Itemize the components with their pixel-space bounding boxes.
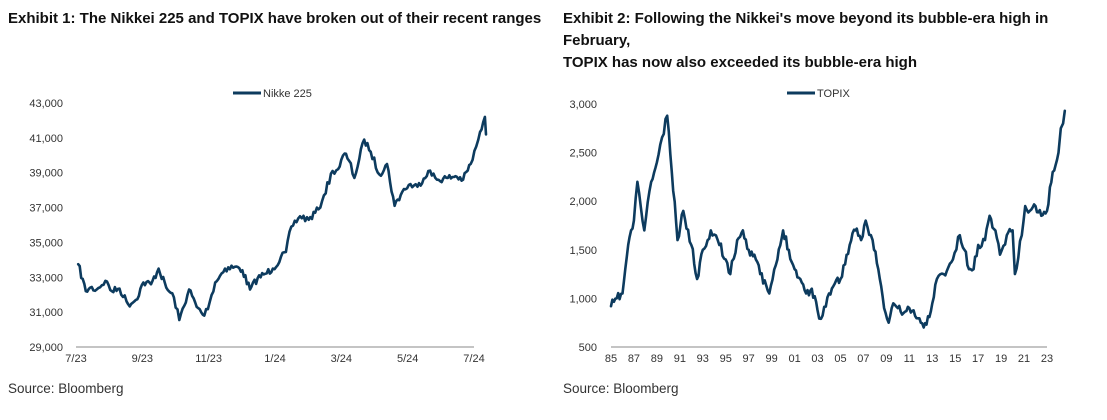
x-tick-label: 99 xyxy=(766,353,778,365)
x-tick-label: 7/24 xyxy=(463,353,484,365)
y-tick-label: 1,000 xyxy=(569,293,597,305)
x-tick-label: 97 xyxy=(743,353,755,365)
x-tick-label: 89 xyxy=(651,353,663,365)
x-tick-label: 15 xyxy=(949,353,961,365)
x-tick-label: 95 xyxy=(720,353,732,365)
x-tick-label: 91 xyxy=(674,353,686,365)
y-tick-label: 2,000 xyxy=(569,196,597,208)
x-tick-label: 9/23 xyxy=(132,353,153,365)
nikkei-225-chart: 29,000 31,000 33,000 35,000 37,000 39,000 41,0… xyxy=(29,88,488,365)
x-tick-label: 7/23 xyxy=(65,353,86,365)
exhibit-1-source: Source: Bloomberg xyxy=(8,381,124,396)
y-tick-label: 29,000 xyxy=(29,342,63,354)
x-tick-label: 01 xyxy=(788,353,800,365)
y-tick-label: 39,000 xyxy=(29,168,63,180)
x-tick-label: 11 xyxy=(904,353,915,365)
y-tick-label: 3,000 xyxy=(569,99,597,111)
topix-chart: 500 1,000 1,500 2,000 2,500 3,000 85 87 89 91 93 95… xyxy=(569,88,1067,365)
x-tick-label: 23 xyxy=(1041,353,1053,365)
legend-label: Nikke 225 xyxy=(263,88,312,100)
x-tick-label: 05 xyxy=(834,353,846,365)
y-tick-label: 35,000 xyxy=(29,237,63,249)
exhibit-2-title-line-2: TOPIX has now also exceeded its bubble-e… xyxy=(563,54,917,71)
x-tick-label: 13 xyxy=(926,353,938,365)
x-tick-label: 5/24 xyxy=(397,353,418,365)
x-tick-label: 03 xyxy=(811,353,823,365)
y-tick-label: 33,000 xyxy=(29,272,63,284)
x-tick-label: 85 xyxy=(605,353,617,365)
y-tick-label: 41,000 xyxy=(29,133,63,145)
x-tick-label: 93 xyxy=(697,353,709,365)
y-tick-label: 37,000 xyxy=(29,203,63,215)
legend-label: TOPIX xyxy=(817,88,850,100)
exhibit-2-source: Source: Bloomberg xyxy=(563,381,679,396)
x-tick-label: 1/24 xyxy=(264,353,285,365)
x-tick-label: 87 xyxy=(628,353,640,365)
series-line-topix xyxy=(609,109,1067,329)
x-tick-label: 21 xyxy=(1018,353,1030,365)
x-tick-label: 09 xyxy=(880,353,892,365)
y-tick-label: 500 xyxy=(579,342,597,354)
series-line-nikke-225 xyxy=(76,115,488,322)
exhibit-1-title: Exhibit 1: The Nikkei 225 and TOPIX have… xyxy=(8,10,542,27)
x-tick-label: 3/24 xyxy=(331,353,352,365)
x-tick-label: 19 xyxy=(995,353,1007,365)
x-tick-label: 07 xyxy=(857,353,869,365)
y-tick-label: 1,500 xyxy=(569,245,597,257)
y-tick-label: 2,500 xyxy=(569,148,597,160)
y-tick-label: 31,000 xyxy=(29,307,63,319)
exhibit-2-title: Exhibit 2: Following the Nikkei's move b… xyxy=(563,8,1107,74)
exhibit-2-panel: Exhibit 2: Following the Nikkei's move b… xyxy=(555,0,1107,420)
x-tick-label: 11/23 xyxy=(195,353,222,365)
exhibit-1-panel: Exhibit 1: The Nikkei 225 and TOPIX have… xyxy=(0,0,550,420)
exhibit-2-title-line-1: Exhibit 2: Following the Nikkei's move b… xyxy=(563,10,1049,49)
y-tick-label: 43,000 xyxy=(29,98,63,110)
x-tick-label: 17 xyxy=(972,353,984,365)
